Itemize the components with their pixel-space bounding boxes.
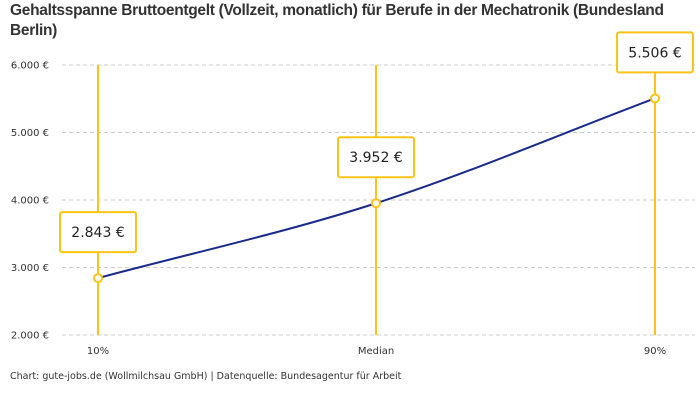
data-point: [650, 93, 660, 104]
data-label-box: [59, 211, 137, 254]
data-point: [93, 273, 103, 284]
chart-source: Chart: gute-jobs.de (Wollmilchsau GmbH) …: [10, 371, 402, 382]
y-tick-label: 2.000 €: [11, 331, 49, 342]
data-label: 2.843 €: [71, 225, 124, 241]
y-tick-label: 3.000 €: [11, 263, 49, 274]
data-label: 5.506 €: [628, 45, 681, 61]
data-label-box: [337, 136, 415, 179]
x-tick-label: 10%: [87, 346, 109, 357]
x-tick-label: Median: [358, 346, 394, 357]
y-tick-label: 4.000 €: [11, 196, 49, 207]
y-tick-label: 6.000 €: [11, 61, 49, 72]
data-label-box: [616, 31, 694, 74]
chart-title: Gehaltsspanne Bruttoentgelt (Vollzeit, m…: [10, 2, 664, 39]
data-point: [371, 198, 381, 209]
y-tick-label: 5.000 €: [11, 128, 49, 139]
data-label: 3.952 €: [349, 150, 402, 166]
x-tick-label: 90%: [644, 346, 666, 357]
